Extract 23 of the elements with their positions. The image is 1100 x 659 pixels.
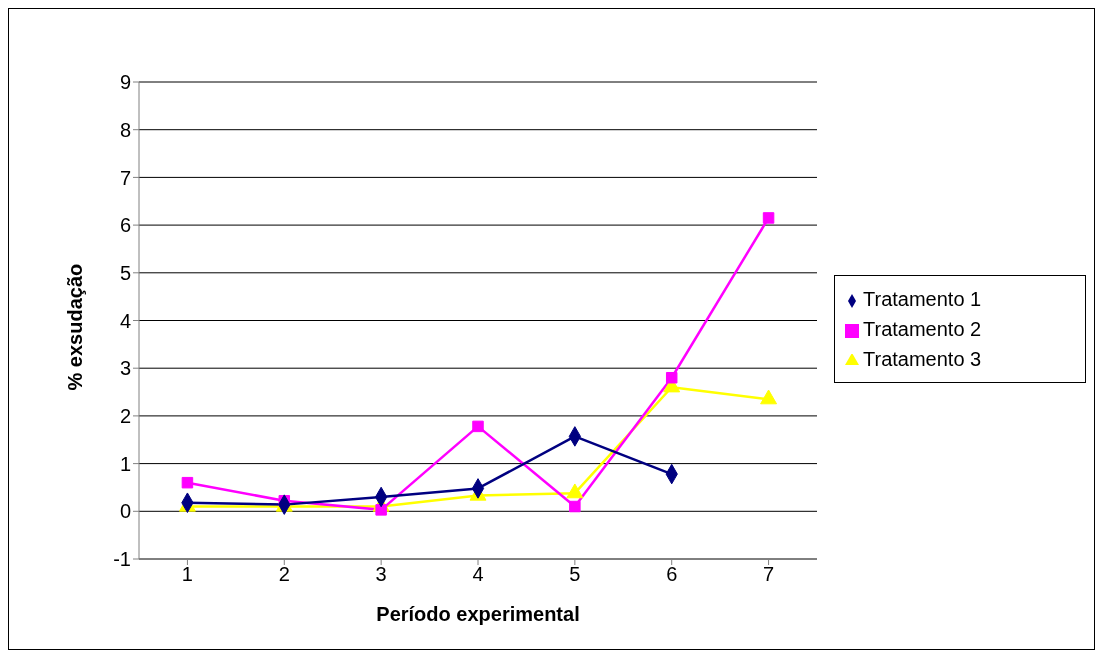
y-tick-label: 6: [119, 214, 131, 237]
x-tick-label: 3: [375, 563, 387, 586]
y-tick-label: 5: [119, 261, 131, 284]
x-tick-label: 7: [763, 563, 775, 586]
y-tick-label: 9: [119, 71, 131, 94]
x-tick-label: 1: [181, 563, 193, 586]
x-tick-label: 4: [472, 563, 484, 586]
legend-label: Tratamento 1: [863, 288, 982, 310]
y-axis-title: % exsudação: [64, 263, 87, 391]
y-tick-label: 7: [119, 166, 131, 189]
y-tick-label: 3: [119, 357, 131, 380]
y-tick-label: 0: [119, 500, 131, 523]
legend-label: Tratamento 3: [863, 348, 982, 370]
y-tick-label: -1: [113, 548, 131, 571]
x-tick-label: 6: [666, 563, 678, 586]
legend-label: Tratamento 2: [863, 318, 982, 340]
x-tick-label: 2: [278, 563, 290, 586]
y-tick-label: 2: [119, 405, 131, 427]
x-tick-label: 5: [569, 563, 581, 586]
y-tick-label: 4: [119, 309, 131, 332]
x-axis-title: Período experimental: [376, 603, 580, 625]
y-tick-label: 1: [119, 452, 131, 475]
y-tick-label: 8: [119, 118, 131, 141]
